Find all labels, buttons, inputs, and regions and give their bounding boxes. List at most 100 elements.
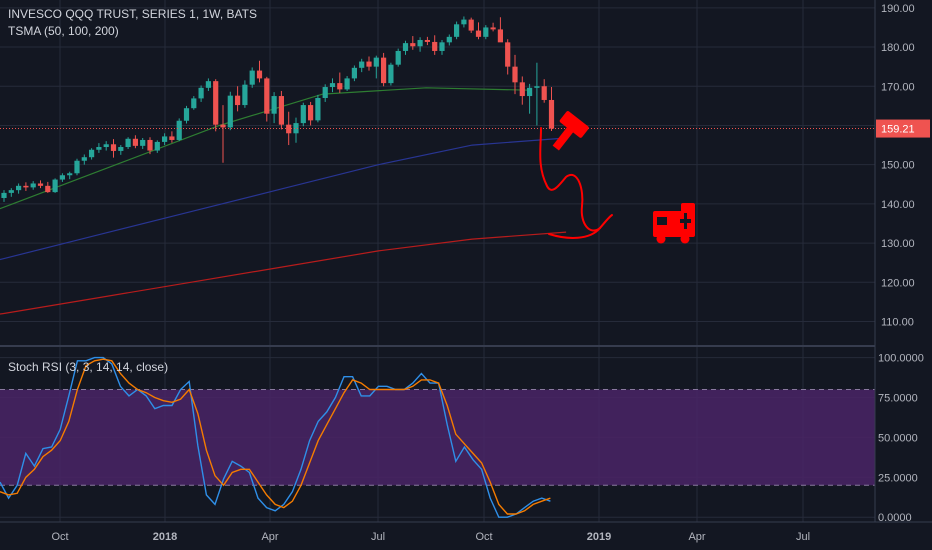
candle-body: [67, 173, 73, 176]
candle-body: [329, 83, 336, 88]
candle: [52, 178, 58, 193]
stoch-band-fill: [0, 389, 875, 486]
candle-body: [534, 86, 540, 88]
time-tick-label: Jul: [371, 531, 385, 543]
candle: [249, 67, 255, 88]
candle-body: [359, 61, 365, 68]
candle: [388, 62, 394, 86]
candle: [264, 76, 270, 122]
time-tick-label: 2019: [587, 531, 611, 543]
ma200-line: [0, 231, 567, 315]
candle-body: [483, 27, 489, 37]
candle: [446, 34, 452, 46]
candle: [8, 188, 14, 197]
candle: [322, 84, 328, 102]
price-tick-label: 110.00: [881, 316, 914, 328]
candle: [497, 17, 503, 43]
candle-body: [432, 41, 438, 51]
candle-body: [264, 78, 270, 114]
candle: [548, 87, 555, 131]
candle: [183, 105, 190, 124]
candle-body: [337, 83, 343, 90]
gavel-handle: [552, 126, 574, 151]
candle-body: [110, 144, 117, 151]
candle: [30, 181, 36, 190]
candle: [329, 78, 336, 93]
candle-body: [271, 96, 277, 114]
candle: [402, 40, 409, 55]
candle: [147, 137, 153, 155]
candle: [125, 137, 131, 149]
candle-body: [249, 70, 255, 85]
candle-body: [424, 39, 430, 42]
price-tick-label: 120.00: [881, 277, 915, 289]
candle-body: [198, 87, 204, 99]
candle: [220, 105, 226, 163]
candle: [59, 173, 65, 182]
candle-body: [8, 190, 14, 193]
candle: [235, 86, 241, 112]
candle-body: [183, 108, 190, 121]
ma100-line: [0, 137, 567, 261]
candle-body: [30, 183, 36, 188]
candle-body: [45, 185, 51, 193]
candle-body: [344, 78, 350, 90]
candle: [527, 83, 533, 114]
candle-body: [505, 42, 511, 67]
candle: [315, 94, 321, 123]
time-tick-label: Jul: [796, 531, 810, 543]
candle-body: [205, 81, 211, 88]
candle: [176, 118, 182, 142]
candle-body: [351, 67, 357, 79]
candle-body: [235, 95, 241, 106]
candle-body: [446, 36, 452, 43]
candle: [505, 39, 511, 75]
candle: [89, 148, 95, 160]
price-tick-label: 190.00: [881, 3, 915, 15]
candle: [468, 17, 474, 33]
price-tick-label: 180.00: [881, 42, 915, 54]
candle-body: [475, 30, 482, 37]
candle: [300, 102, 306, 127]
candle: [103, 141, 109, 151]
candle: [198, 85, 204, 102]
candle: [351, 65, 357, 82]
candle: [271, 92, 277, 124]
candle: [118, 145, 124, 155]
candle: [81, 154, 87, 165]
candle: [1, 190, 7, 202]
candle: [162, 133, 168, 146]
stoch-k-line: [0, 356, 551, 518]
candle: [475, 22, 482, 40]
time-tick-label: Oct: [475, 531, 492, 543]
candle-body: [519, 82, 525, 97]
candle-body: [497, 29, 503, 43]
candle-body: [461, 19, 467, 25]
candle-body: [103, 144, 109, 148]
candle: [534, 62, 540, 126]
candle-body: [154, 141, 160, 151]
price-tick-label: 170.00: [881, 81, 915, 93]
price-tick-label: 130.00: [881, 238, 915, 250]
stoch-tick-label: 100.0000: [878, 353, 924, 365]
candle: [483, 25, 489, 40]
candle: [96, 143, 102, 153]
candle: [154, 140, 160, 153]
candle-body: [300, 105, 306, 124]
candle: [490, 22, 496, 32]
candle: [227, 91, 233, 131]
candle-body: [220, 124, 226, 128]
candle: [242, 80, 248, 108]
candle-body: [308, 105, 314, 121]
candle: [16, 183, 22, 194]
candle: [432, 35, 438, 55]
candle: [381, 52, 387, 87]
candle-body: [395, 50, 401, 65]
candle-body: [454, 24, 460, 37]
candle: [395, 48, 401, 67]
candle: [191, 96, 197, 110]
candle: [417, 37, 423, 52]
